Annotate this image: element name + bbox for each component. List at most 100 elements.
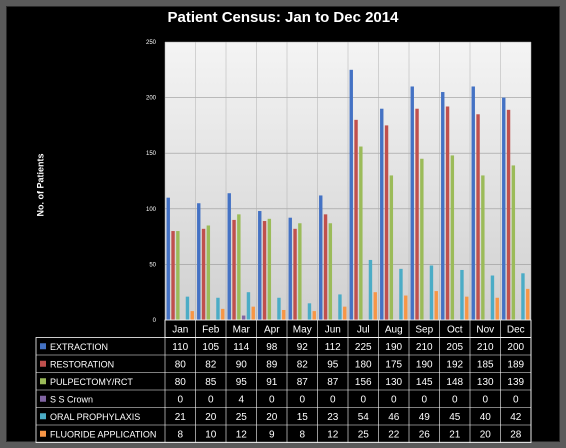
x-tick-label: Jun	[325, 325, 341, 336]
bar	[267, 218, 272, 320]
bar	[450, 155, 455, 320]
data-label: 9	[269, 430, 275, 441]
bar	[471, 86, 475, 320]
data-label: 28	[510, 430, 522, 441]
bar	[246, 292, 251, 320]
data-label: 205	[446, 342, 463, 353]
legend-swatch	[40, 395, 46, 402]
x-tick-label: Oct	[447, 325, 463, 336]
bar	[354, 119, 358, 320]
bar	[251, 306, 255, 320]
data-label: 89	[266, 360, 278, 371]
bar	[343, 306, 347, 320]
bar	[399, 268, 403, 320]
data-label: 105	[202, 342, 219, 353]
bar	[410, 86, 414, 320]
legend-swatch	[40, 413, 46, 420]
bar	[216, 297, 220, 320]
bar	[258, 211, 262, 320]
y-tick-label: 150	[146, 151, 157, 157]
x-tick-label: Jan	[172, 325, 188, 336]
bar	[420, 158, 424, 320]
bar	[338, 294, 342, 320]
bar	[490, 275, 495, 320]
data-label: 0	[513, 395, 519, 406]
data-label: 8	[299, 430, 305, 441]
legend-swatch	[40, 360, 46, 367]
x-tick-label: Nov	[476, 325, 494, 336]
data-label: 80	[175, 360, 187, 371]
bar	[328, 223, 333, 320]
bar	[495, 297, 499, 320]
y-tick-label: 200	[146, 96, 157, 102]
bar	[481, 175, 485, 320]
data-label: 92	[297, 342, 309, 353]
data-label: 148	[446, 377, 463, 388]
data-label: 0	[330, 395, 336, 406]
bar	[404, 295, 408, 320]
data-label: 25	[358, 430, 370, 441]
legend-label: EXTRACTION	[50, 342, 108, 352]
bar	[384, 125, 389, 321]
legend-swatch	[40, 343, 46, 350]
data-label: 0	[177, 395, 183, 406]
bar	[368, 259, 373, 320]
data-label: 98	[266, 342, 278, 353]
bar	[389, 175, 394, 320]
bar	[237, 214, 241, 320]
bar	[232, 219, 236, 320]
data-label: 26	[419, 430, 431, 441]
data-label: 145	[416, 377, 433, 388]
data-label: 175	[385, 360, 402, 371]
bar	[429, 265, 434, 320]
data-label: 200	[507, 342, 524, 353]
data-label: 12	[327, 430, 339, 441]
y-tick-label: 250	[146, 40, 157, 46]
bar	[465, 296, 469, 320]
data-label: 46	[388, 412, 400, 423]
x-tick-label: Mar	[233, 325, 251, 336]
data-label: 87	[297, 377, 309, 388]
bar	[206, 225, 211, 320]
x-tick-label: Sep	[415, 325, 433, 336]
data-label: 0	[452, 395, 458, 406]
data-label: 180	[355, 360, 372, 371]
data-label: 23	[327, 412, 339, 423]
bar	[460, 269, 464, 320]
data-label: 139	[507, 377, 524, 388]
data-label: 95	[236, 377, 248, 388]
x-tick-label: Feb	[202, 325, 220, 336]
bar	[323, 214, 328, 320]
bar	[476, 114, 480, 320]
data-label: 112	[325, 342, 341, 353]
bar	[298, 223, 302, 320]
data-label: 0	[269, 395, 275, 406]
bar	[288, 217, 292, 320]
data-label: 156	[355, 377, 372, 388]
data-label: 225	[355, 342, 372, 353]
data-label: 0	[482, 395, 488, 406]
data-label: 185	[477, 360, 494, 371]
data-label: 45	[449, 412, 461, 423]
legend-label: PULPECTOMY/RCT	[50, 377, 133, 387]
bar	[415, 108, 419, 320]
y-tick-label: 0	[153, 318, 157, 324]
bar	[506, 109, 511, 320]
bar	[176, 231, 180, 320]
bar	[380, 108, 384, 320]
data-label: 8	[177, 430, 183, 441]
data-label: 80	[175, 377, 187, 388]
legend-swatch	[40, 378, 46, 385]
data-label: 0	[208, 395, 214, 406]
bar	[197, 203, 201, 320]
data-label: 0	[421, 395, 427, 406]
bar	[185, 296, 190, 320]
data-label: 54	[358, 412, 370, 423]
bar	[201, 228, 206, 320]
y-tick-label: 100	[146, 207, 157, 213]
data-label: 22	[388, 430, 400, 441]
bar	[262, 221, 267, 320]
bar	[190, 311, 194, 320]
x-tick-label: Aug	[385, 325, 403, 336]
data-label: 192	[446, 360, 463, 371]
